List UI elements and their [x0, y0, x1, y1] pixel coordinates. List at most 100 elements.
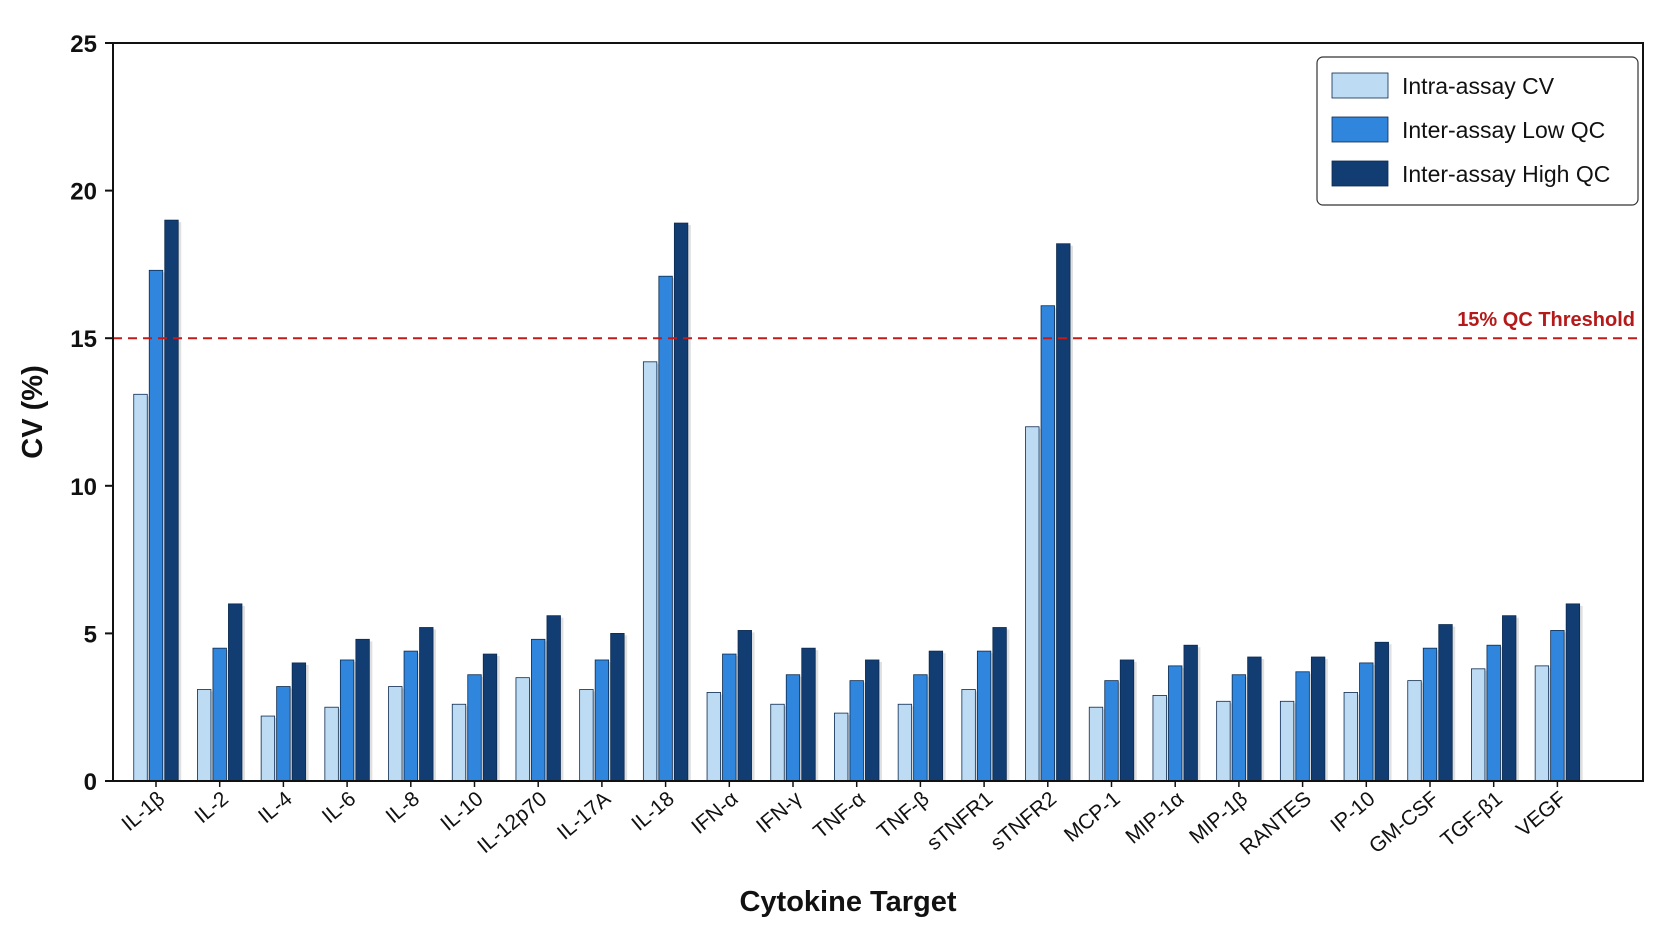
x-tick-label: IP-10 [1326, 787, 1379, 837]
bar [1119, 659, 1135, 782]
bar [1104, 680, 1119, 782]
x-tick-label: IFN-α [687, 787, 742, 839]
legend: Intra-assay CV Inter-assay Low QC Inter-as… [1316, 56, 1639, 206]
bar [164, 219, 179, 782]
bar [1168, 665, 1183, 782]
legend-swatch [1331, 160, 1389, 187]
bar [1486, 644, 1501, 782]
bar [1359, 662, 1374, 782]
x-tick-label: MIP-1α [1121, 787, 1188, 848]
bar [737, 630, 752, 782]
y-tick-label: 15 [70, 326, 97, 353]
bar [339, 659, 355, 782]
bar [849, 680, 864, 782]
bar [706, 692, 721, 782]
bar [610, 633, 625, 782]
bar [928, 650, 944, 782]
bar [865, 659, 880, 782]
bar [546, 615, 561, 782]
x-tick-label: TNF-α [809, 787, 870, 843]
y-axis: 0 5 10 15 20 25 [70, 31, 113, 796]
x-tick-label: IL-2 [190, 787, 233, 828]
bar [1438, 624, 1453, 782]
y-axis-title: CV (%) [17, 365, 49, 458]
bar [1040, 305, 1055, 782]
bar [1374, 641, 1389, 782]
bar [355, 638, 370, 782]
bar [722, 653, 737, 782]
bar [785, 674, 801, 782]
x-tick-label: IL-17A [553, 787, 615, 844]
plot-frame [112, 42, 1644, 782]
bar [1422, 647, 1438, 782]
x-tick-label: RANTES [1236, 787, 1316, 859]
bar [133, 393, 148, 782]
bar [324, 706, 339, 782]
legend-label: Inter-assay High QC [1402, 161, 1610, 187]
bars-layer [133, 219, 1583, 782]
bar [992, 627, 1007, 782]
bar [579, 689, 594, 782]
bar [228, 603, 243, 782]
legend-swatch [1331, 116, 1389, 143]
x-tick-label: IL-4 [254, 787, 297, 828]
bar [197, 689, 212, 782]
x-tick-label: sTNFR2 [986, 787, 1061, 855]
bar [770, 703, 785, 782]
x-tick-label: IL-8 [382, 787, 425, 828]
x-tick-label: TGF-β1 [1436, 787, 1507, 851]
bar [1502, 615, 1517, 782]
x-tick-label: IL-6 [318, 787, 361, 828]
bar [1247, 656, 1262, 782]
bar [1407, 680, 1422, 782]
bar [1279, 700, 1295, 782]
threshold-layer: 15% QC Threshold [113, 309, 1643, 340]
bar [1295, 671, 1310, 782]
y-tick-label: 0 [84, 769, 97, 796]
threshold-label: 15% QC Threshold [1457, 309, 1635, 331]
bar [1343, 692, 1358, 782]
bar [594, 659, 610, 782]
bar [1565, 603, 1581, 782]
x-tick-label: IL-1β [117, 787, 169, 836]
legend-box [1316, 56, 1639, 206]
x-tick-label: IFN-γ [752, 787, 806, 838]
bar [913, 674, 928, 782]
bar [642, 361, 658, 782]
bar [403, 650, 418, 782]
bar [482, 653, 498, 782]
legend-swatch [1331, 72, 1389, 99]
legend-label: Intra-assay CV [1402, 73, 1555, 99]
x-tick-label: MCP-1 [1060, 787, 1125, 847]
bar [148, 269, 164, 782]
legend-label: Inter-assay Low QC [1402, 117, 1605, 143]
bar [1025, 426, 1040, 782]
bar [291, 662, 307, 782]
bar [515, 677, 530, 782]
bar [673, 222, 689, 782]
bar [276, 686, 291, 782]
bar [976, 650, 992, 782]
bar [834, 712, 849, 782]
bar [658, 275, 673, 782]
bar [531, 638, 546, 782]
bar [1152, 694, 1167, 782]
bar [801, 647, 816, 782]
bar [467, 674, 482, 782]
y-tick-label: 25 [70, 31, 97, 58]
bar [260, 715, 276, 782]
bar [1231, 674, 1247, 782]
x-tick-label: VEGF [1512, 787, 1571, 841]
bar [1056, 243, 1071, 782]
bar [1216, 700, 1231, 782]
bar [1471, 668, 1486, 782]
bar [1183, 644, 1198, 782]
bar [1088, 706, 1104, 782]
bar [212, 647, 227, 782]
x-tick-label: GM-CSF [1365, 787, 1443, 858]
bar [388, 686, 403, 782]
bar [1550, 630, 1565, 782]
